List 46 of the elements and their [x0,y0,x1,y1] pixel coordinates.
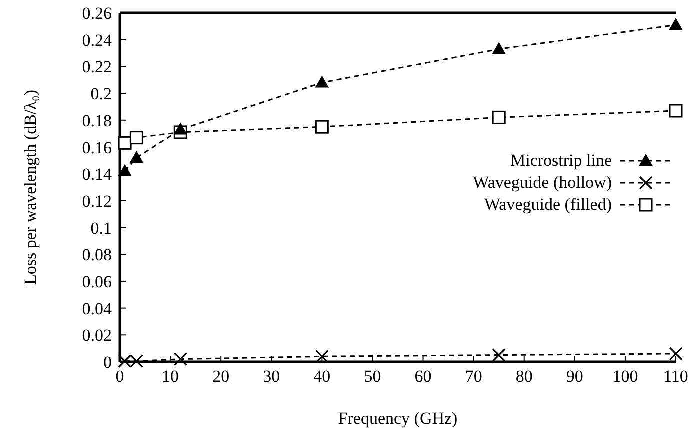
point [130,131,144,145]
legend-label: Microstrip line [510,151,612,171]
point [316,76,329,88]
x-tick-label: 40 [314,367,331,386]
y-axis-title: Loss per wavelength (dB/λ₀) [21,90,40,285]
x-tick-label: 20 [212,367,230,386]
point [174,123,188,135]
y-tick-label: 0.22 [82,58,112,77]
x-tick-label: 110 [664,367,688,386]
x-tick-label: 10 [162,367,180,386]
point [669,347,683,361]
point [118,136,132,150]
x-tick-label: 60 [414,367,432,386]
y-tick-label: 0.08 [82,246,112,265]
y-tick-label: 0.12 [82,192,112,211]
y-tick-label: 0.04 [82,299,112,318]
legend-label: Waveguide (hollow) [473,173,612,193]
y-tick-label: 0.2 [90,84,112,104]
legend-label: Waveguide (filled) [484,195,612,215]
x-tick-label: 50 [364,367,382,386]
point [492,348,506,362]
point [492,110,506,124]
x-tick-label: 0 [116,367,124,386]
x-tick-label: 70 [465,367,482,386]
y-tick-label: 0.02 [82,326,112,346]
y-tick-label: 0 [104,353,112,372]
y-tick-label: 0.18 [82,111,112,130]
y-tick-label: 0.24 [82,30,112,50]
x-tick-label: 90 [566,367,584,386]
y-tick-label: 0.06 [82,272,112,292]
y-tick-label: 0.14 [82,165,112,184]
point [670,18,682,30]
y-tick-label: 0.26 [82,4,112,24]
x-tick-label: 30 [263,367,280,386]
point [118,164,132,176]
point [174,352,188,366]
x-tick-label: 100 [612,367,638,386]
x-axis-title: Frequency (GHz) [338,409,458,428]
point [130,151,144,163]
y-tick-label: 0.16 [82,138,112,158]
x-tick-label: 80 [516,367,533,386]
point [315,120,329,134]
point [669,104,683,118]
point [315,350,329,364]
y-tick-label: 0.1 [90,218,112,238]
point [492,42,506,54]
